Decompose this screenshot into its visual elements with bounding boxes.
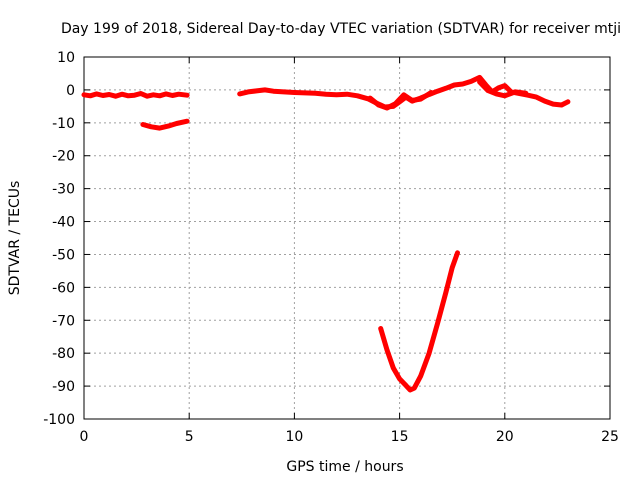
x-tick-label: 10	[285, 429, 303, 445]
y-tick-label: -10	[52, 116, 75, 132]
plot-frame	[83, 56, 611, 420]
series-layer	[81, 74, 571, 393]
y-tick-label: -60	[52, 280, 75, 296]
axis-ticks	[83, 56, 611, 420]
chart-title: Day 199 of 2018, Sidereal Day-to-day VTE…	[61, 21, 621, 37]
grid-lines	[84, 57, 610, 419]
series-line-segment	[81, 91, 190, 99]
y-tick-label: 0	[66, 83, 75, 99]
y-tick-label: -40	[52, 215, 75, 231]
y-tick-label: -20	[52, 149, 75, 165]
x-tick-label: 0	[80, 429, 89, 445]
y-tick-label: -70	[52, 313, 75, 329]
x-tick-label: 25	[601, 429, 619, 445]
series-line-segment	[367, 90, 434, 111]
series-line-segment	[140, 118, 190, 131]
x-axis-label: GPS time / hours	[286, 459, 403, 475]
series-line-segment	[477, 79, 529, 99]
y-tick-label: -80	[52, 346, 75, 362]
x-tick-label: 15	[391, 429, 409, 445]
y-axis-label: SDTVAR / TECUs	[7, 181, 23, 296]
y-tick-label: -90	[52, 379, 75, 395]
x-tick-label: 5	[185, 429, 194, 445]
y-tick-label: -30	[52, 182, 75, 198]
y-tick-label: -100	[43, 412, 75, 428]
series-line-segment	[378, 250, 460, 393]
x-tick-label: 20	[496, 429, 514, 445]
y-tick-label: -50	[52, 247, 75, 263]
tick-labels: 0 5 10 15 20 25 10 0 -10 -20 -30 -40 -50 -60 -70 -80 -90…	[43, 50, 619, 445]
y-tick-label: 10	[57, 50, 75, 66]
